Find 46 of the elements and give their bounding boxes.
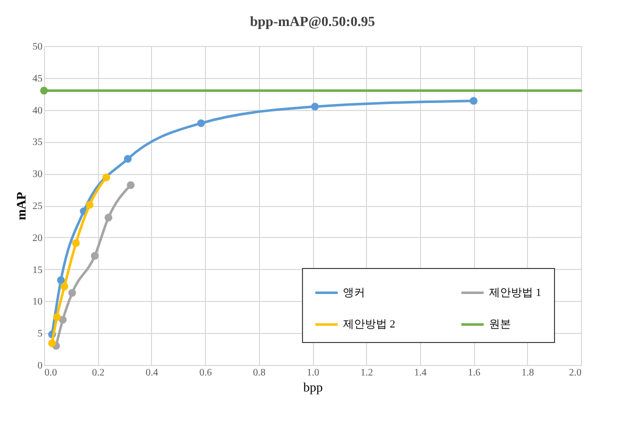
y-tick-label: 5 — [38, 328, 42, 340]
point — [104, 214, 112, 222]
point — [470, 97, 478, 105]
y-axis-title: mAP — [14, 192, 28, 220]
point — [53, 313, 61, 322]
x-axis-title: bpp — [303, 380, 323, 394]
legend-label: 원본 — [489, 318, 511, 330]
x-tick-label: 0.2 — [92, 368, 104, 378]
point — [48, 339, 56, 348]
y-tick-label: 10 — [32, 296, 42, 308]
chart-title: bpp-mAP@0.50:0.95 — [250, 15, 376, 30]
x-tick-label: 1.6 — [468, 368, 480, 378]
point — [311, 102, 319, 110]
point — [197, 119, 205, 128]
x-tick-label: 1.0 — [306, 368, 320, 378]
x-tick-label: 0.8 — [253, 368, 266, 378]
legend-label: 제안방법 1 — [489, 286, 542, 299]
y-tick-label: 25 — [32, 201, 42, 212]
point — [60, 282, 68, 290]
x-tick-label: 0.4 — [146, 368, 158, 378]
y-tick-label: 40 — [32, 105, 42, 116]
legend-label: 제안방법 2 — [343, 318, 396, 330]
point — [90, 252, 99, 260]
point — [86, 200, 94, 209]
x-tick-label: 0.6 — [199, 368, 212, 378]
y-tick-label: 20 — [32, 232, 42, 244]
legend-label: 앵커 — [343, 286, 365, 299]
point — [57, 276, 65, 284]
point — [40, 86, 48, 95]
y-tick-label: 15 — [32, 264, 42, 276]
x-tick-label: 1.4 — [414, 368, 427, 378]
x-tick-label: 1.2 — [360, 368, 373, 378]
point — [58, 316, 67, 324]
point — [124, 155, 132, 163]
y-tick-label: 35 — [32, 137, 42, 148]
y-tick-label: 50 — [32, 42, 42, 52]
x-tick-label: 0.0 — [44, 368, 57, 378]
y-tick-label: 30 — [32, 169, 42, 180]
point — [126, 181, 135, 189]
point — [68, 289, 76, 297]
point — [72, 239, 80, 248]
y-tick-label: 0 — [38, 360, 42, 372]
y-tick-label: 45 — [32, 73, 42, 84]
x-tick-label: 1.8 — [522, 368, 534, 378]
x-tick-label: 2.0 — [569, 368, 582, 378]
point — [102, 174, 110, 182]
